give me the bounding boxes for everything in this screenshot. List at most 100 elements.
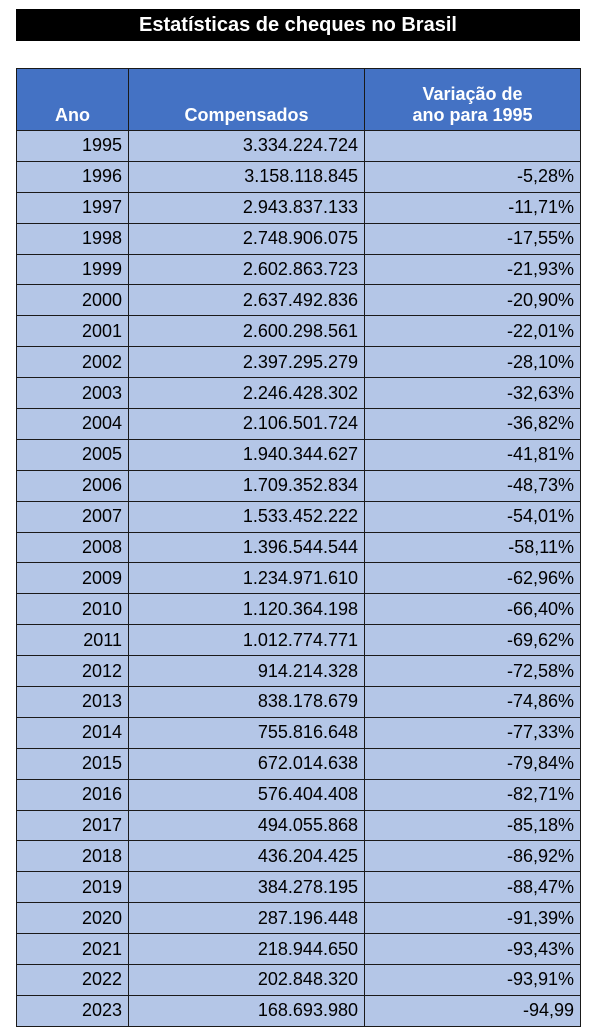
- cell-variacao: -32,63%: [364, 377, 581, 410]
- cell-ano: 2015: [16, 747, 129, 780]
- cell-compensados: 1.234.971.610: [128, 562, 365, 595]
- cell-compensados: 672.014.638: [128, 747, 365, 780]
- cell-compensados: 2.600.298.561: [128, 315, 365, 348]
- table-row: 2010 1.120.364.198 -66,40%: [16, 593, 581, 626]
- cell-variacao: -5,28%: [364, 160, 581, 193]
- cell-ano: 2017: [16, 809, 129, 842]
- table-row: 2013 838.178.679 -74,86%: [16, 686, 581, 718]
- cell-compensados: 218.944.650: [128, 933, 365, 966]
- table-row: 1997 2.943.837.133 -11,71%: [16, 191, 581, 224]
- cell-ano: 2018: [16, 840, 129, 873]
- cell-ano: 2014: [16, 716, 129, 749]
- cell-compensados: 838.178.679: [128, 686, 365, 718]
- cell-variacao: -72,58%: [364, 655, 581, 688]
- cell-compensados: 1.396.544.544: [128, 531, 365, 564]
- table-row: 2003 2.246.428.302 -32,63%: [16, 377, 581, 410]
- cell-compensados: 3.334.224.724: [128, 130, 365, 162]
- table-header-row: Ano Compensados Variação de ano para 199…: [16, 68, 581, 131]
- cell-compensados: 384.278.195: [128, 871, 365, 904]
- cell-ano: 2009: [16, 562, 129, 595]
- cell-ano: 2006: [16, 469, 129, 502]
- table-row: 2023 168.693.980 -94,99: [16, 994, 581, 1027]
- cell-compensados: 2.943.837.133: [128, 191, 365, 224]
- table-row: 2018 436.204.425 -86,92%: [16, 840, 581, 873]
- cell-variacao: -93,91%: [364, 964, 581, 996]
- cell-compensados: 1.120.364.198: [128, 593, 365, 626]
- cell-variacao: -54,01%: [364, 500, 581, 533]
- cell-ano: 2023: [16, 994, 129, 1027]
- cell-ano: 2000: [16, 284, 129, 317]
- cell-ano: 1998: [16, 222, 129, 255]
- cell-variacao: -17,55%: [364, 222, 581, 255]
- cell-variacao: -41,81%: [364, 438, 581, 471]
- cell-ano: 2004: [16, 408, 129, 440]
- table-row: 1995 3.334.224.724: [16, 130, 581, 162]
- table-row: 2004 2.106.501.724 -36,82%: [16, 408, 581, 440]
- table-row: 2022 202.848.320 -93,91%: [16, 964, 581, 996]
- table-row: 2008 1.396.544.544 -58,11%: [16, 531, 581, 564]
- cell-variacao: -82,71%: [364, 778, 581, 811]
- table-row: 2001 2.600.298.561 -22,01%: [16, 315, 581, 348]
- cell-compensados: 287.196.448: [128, 902, 365, 935]
- cell-variacao: -94,99: [364, 994, 581, 1027]
- column-header-ano: Ano: [16, 68, 129, 131]
- cell-compensados: 1.709.352.834: [128, 469, 365, 502]
- column-header-variacao-line1: Variação de: [422, 84, 523, 104]
- cell-compensados: 168.693.980: [128, 994, 365, 1027]
- page-title: Estatísticas de cheques no Brasil: [16, 9, 580, 41]
- cell-variacao: -79,84%: [364, 747, 581, 780]
- table-row: 2012 914.214.328 -72,58%: [16, 655, 581, 688]
- cell-ano: 2010: [16, 593, 129, 626]
- cell-variacao: -74,86%: [364, 686, 581, 718]
- cell-ano: 1999: [16, 253, 129, 286]
- cell-compensados: 1.940.344.627: [128, 438, 365, 471]
- table-row: 2021 218.944.650 -93,43%: [16, 933, 581, 966]
- cell-ano: 2020: [16, 902, 129, 935]
- table-row: 2020 287.196.448 -91,39%: [16, 902, 581, 935]
- cell-variacao: -69,62%: [364, 624, 581, 657]
- cell-variacao: -48,73%: [364, 469, 581, 502]
- cell-compensados: 2.397.295.279: [128, 346, 365, 379]
- cell-variacao: -88,47%: [364, 871, 581, 904]
- cell-compensados: 1.533.452.222: [128, 500, 365, 533]
- cell-ano: 1996: [16, 160, 129, 193]
- cell-ano: 2003: [16, 377, 129, 410]
- cell-variacao: -86,92%: [364, 840, 581, 873]
- cell-ano: 2013: [16, 686, 129, 718]
- table-row: 2015 672.014.638 -79,84%: [16, 747, 581, 780]
- cell-compensados: 576.404.408: [128, 778, 365, 811]
- table-row: 1999 2.602.863.723 -21,93%: [16, 253, 581, 286]
- cell-ano: 2011: [16, 624, 129, 657]
- cell-ano: 2005: [16, 438, 129, 471]
- table-row: 1998 2.748.906.075 -17,55%: [16, 222, 581, 255]
- table-row: 2000 2.637.492.836 -20,90%: [16, 284, 581, 317]
- table-body: 1995 3.334.224.724 1996 3.158.118.845 -5,28%…: [16, 130, 581, 1027]
- cell-ano: 2008: [16, 531, 129, 564]
- cell-variacao: -77,33%: [364, 716, 581, 749]
- cell-compensados: 2.637.492.836: [128, 284, 365, 317]
- cell-compensados: 1.012.774.771: [128, 624, 365, 657]
- cell-ano: 2007: [16, 500, 129, 533]
- cell-variacao: -91,39%: [364, 902, 581, 935]
- cell-compensados: 494.055.868: [128, 809, 365, 842]
- table-row: 2006 1.709.352.834 -48,73%: [16, 469, 581, 502]
- cell-compensados: 755.816.648: [128, 716, 365, 749]
- table-row: 2002 2.397.295.279 -28,10%: [16, 346, 581, 379]
- cell-variacao: -85,18%: [364, 809, 581, 842]
- cell-ano: 1995: [16, 130, 129, 162]
- cell-compensados: 436.204.425: [128, 840, 365, 873]
- table-row: 2007 1.533.452.222 -54,01%: [16, 500, 581, 533]
- table-row: 2019 384.278.195 -88,47%: [16, 871, 581, 904]
- cell-ano: 2021: [16, 933, 129, 966]
- table-row: 2016 576.404.408 -82,71%: [16, 778, 581, 811]
- cell-ano: 2012: [16, 655, 129, 688]
- cell-compensados: 3.158.118.845: [128, 160, 365, 193]
- table-row: 2014 755.816.648 -77,33%: [16, 716, 581, 749]
- cell-ano: 2002: [16, 346, 129, 379]
- cell-variacao: -22,01%: [364, 315, 581, 348]
- cell-compensados: 2.106.501.724: [128, 408, 365, 440]
- cell-ano: 2022: [16, 964, 129, 996]
- table-row: 2017 494.055.868 -85,18%: [16, 809, 581, 842]
- cell-compensados: 914.214.328: [128, 655, 365, 688]
- cell-variacao: -28,10%: [364, 346, 581, 379]
